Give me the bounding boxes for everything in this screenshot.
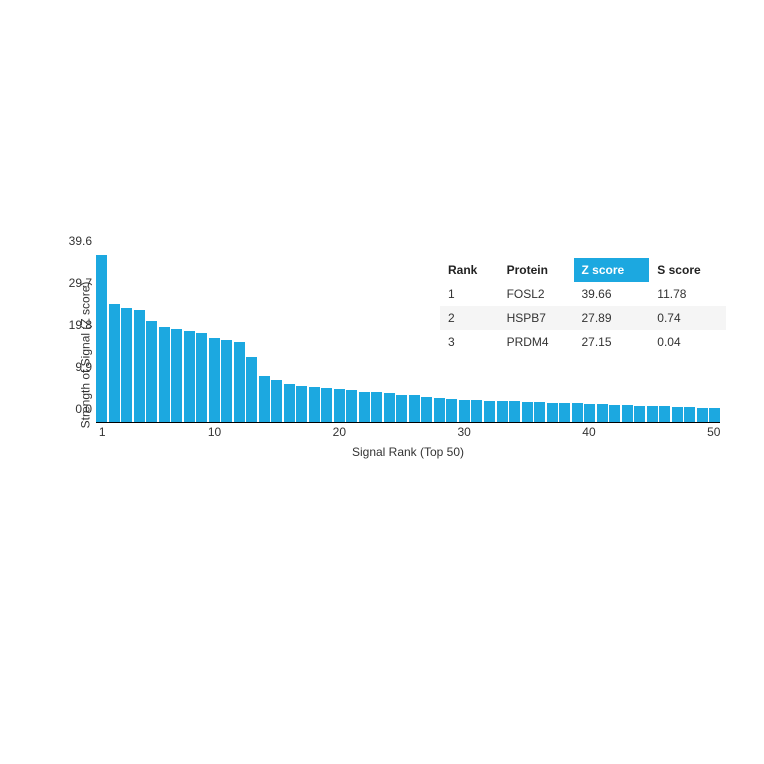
y-axis-ticks: 0.09.919.829.739.6 bbox=[60, 255, 94, 423]
cell-sscore: 11.78 bbox=[649, 282, 726, 306]
bar bbox=[522, 402, 533, 422]
bar bbox=[497, 401, 508, 422]
x-tick: 1 bbox=[99, 425, 106, 439]
bar bbox=[659, 406, 670, 422]
x-tick: 10 bbox=[208, 425, 221, 439]
x-axis-label: Signal Rank (Top 50) bbox=[96, 445, 720, 459]
x-axis-ticks: 1 10 20 30 40 50 bbox=[96, 425, 720, 439]
bar bbox=[246, 357, 257, 422]
bar bbox=[146, 321, 157, 422]
header-protein: Protein bbox=[499, 258, 574, 282]
bar bbox=[184, 331, 195, 422]
bar bbox=[559, 403, 570, 422]
bar bbox=[396, 395, 407, 422]
bar bbox=[109, 304, 120, 422]
bar bbox=[371, 392, 382, 422]
bar bbox=[171, 329, 182, 422]
bar bbox=[697, 408, 708, 422]
bar bbox=[346, 390, 357, 422]
bar bbox=[421, 397, 432, 422]
cell-protein: HSPB7 bbox=[499, 306, 574, 330]
bar bbox=[334, 389, 345, 422]
bar bbox=[572, 403, 583, 422]
bar bbox=[446, 399, 457, 422]
bar bbox=[547, 403, 558, 422]
bar bbox=[459, 400, 470, 422]
y-tick: 29.7 bbox=[69, 276, 92, 290]
bar bbox=[134, 310, 145, 422]
cell-protein: PRDM4 bbox=[499, 330, 574, 354]
table-row: 2HSPB727.890.74 bbox=[440, 306, 726, 330]
y-tick: 0.0 bbox=[75, 402, 92, 416]
bar bbox=[609, 405, 620, 422]
bar bbox=[209, 338, 220, 422]
bar bbox=[622, 405, 633, 422]
cell-sscore: 0.04 bbox=[649, 330, 726, 354]
bar bbox=[159, 327, 170, 422]
bar bbox=[534, 402, 545, 422]
bar bbox=[321, 388, 332, 422]
bar bbox=[296, 386, 307, 422]
bar bbox=[509, 401, 520, 422]
header-sscore: S score bbox=[649, 258, 726, 282]
bar bbox=[384, 393, 395, 422]
bar bbox=[409, 395, 420, 422]
cell-rank: 1 bbox=[440, 282, 499, 306]
bar bbox=[234, 342, 245, 422]
bar bbox=[271, 380, 282, 422]
cell-zscore: 27.89 bbox=[574, 306, 650, 330]
table-body: 1FOSL239.6611.782HSPB727.890.743PRDM427.… bbox=[440, 282, 726, 354]
bar bbox=[484, 401, 495, 423]
y-tick: 19.8 bbox=[69, 318, 92, 332]
rank-table: Rank Protein Z score S score 1FOSL239.66… bbox=[440, 258, 726, 354]
y-tick: 39.6 bbox=[69, 234, 92, 248]
y-tick: 9.9 bbox=[75, 360, 92, 374]
bar bbox=[471, 400, 482, 422]
bar bbox=[647, 406, 658, 422]
x-tick: 20 bbox=[333, 425, 346, 439]
cell-rank: 2 bbox=[440, 306, 499, 330]
bar bbox=[709, 408, 720, 422]
bar bbox=[597, 404, 608, 422]
table-header-row: Rank Protein Z score S score bbox=[440, 258, 726, 282]
bar bbox=[672, 407, 683, 422]
x-tick: 40 bbox=[582, 425, 595, 439]
bar bbox=[584, 404, 595, 422]
bar bbox=[434, 398, 445, 422]
cell-rank: 3 bbox=[440, 330, 499, 354]
cell-zscore: 39.66 bbox=[574, 282, 650, 306]
bar bbox=[359, 392, 370, 422]
bar bbox=[196, 333, 207, 422]
bar bbox=[684, 407, 695, 422]
x-tick: 50 bbox=[707, 425, 720, 439]
bar bbox=[121, 308, 132, 422]
table-row: 3PRDM427.150.04 bbox=[440, 330, 726, 354]
table-row: 1FOSL239.6611.78 bbox=[440, 282, 726, 306]
cell-protein: FOSL2 bbox=[499, 282, 574, 306]
bar bbox=[221, 340, 232, 422]
header-rank: Rank bbox=[440, 258, 499, 282]
header-zscore: Z score bbox=[574, 258, 650, 282]
cell-sscore: 0.74 bbox=[649, 306, 726, 330]
bar bbox=[309, 387, 320, 422]
bar bbox=[634, 406, 645, 422]
bar bbox=[284, 384, 295, 422]
x-tick: 30 bbox=[457, 425, 470, 439]
bar bbox=[259, 376, 270, 422]
bar bbox=[96, 255, 107, 422]
cell-zscore: 27.15 bbox=[574, 330, 650, 354]
